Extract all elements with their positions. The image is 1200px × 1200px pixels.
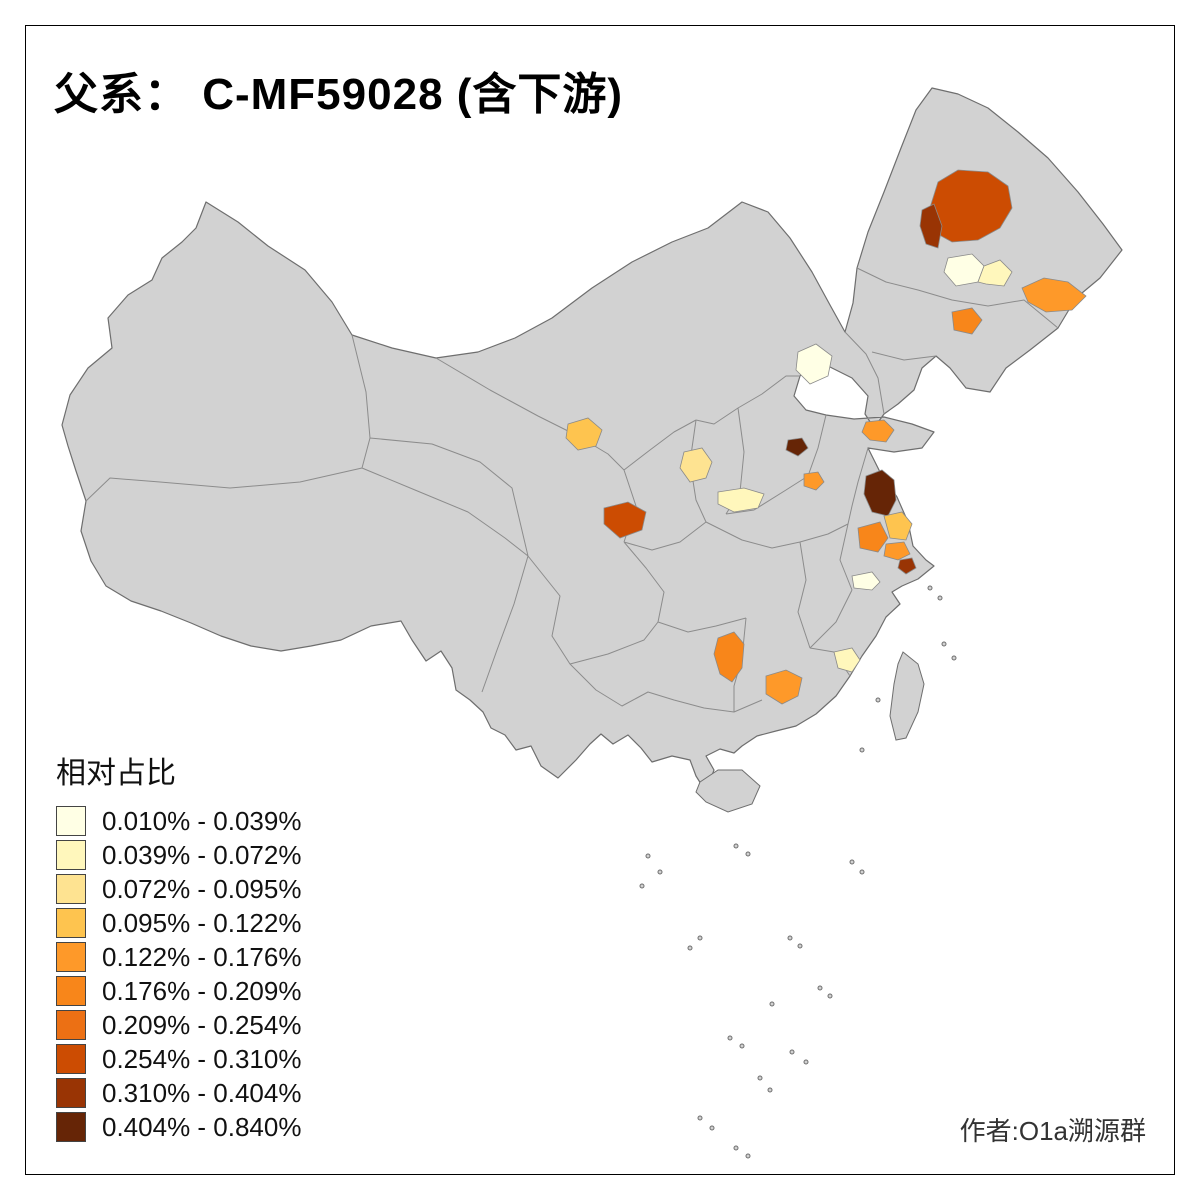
legend-row: 0.010% - 0.039% <box>56 806 301 836</box>
region-patch <box>765 669 803 705</box>
legend-label: 0.072% - 0.095% <box>102 873 302 904</box>
map-title: 父系： C-MF59028 (含下游) <box>54 70 624 119</box>
region-patch <box>883 541 911 561</box>
legend-label: 0.404% - 0.840% <box>102 1111 302 1142</box>
region-patch <box>927 169 1013 243</box>
legend-row: 0.039% - 0.072% <box>56 840 301 870</box>
region-patch <box>717 487 765 513</box>
legend-swatch <box>56 942 86 972</box>
legend-row: 0.310% - 0.404% <box>56 1078 301 1108</box>
region-patch <box>951 307 983 335</box>
legend-swatch <box>56 908 86 938</box>
legend-row: 0.095% - 0.122% <box>56 908 301 938</box>
legend-items: 0.010% - 0.039% 0.039% - 0.072% 0.072% - 0… <box>56 806 301 1142</box>
legend-swatch <box>56 806 86 836</box>
region-patch <box>919 203 943 249</box>
region-patch <box>565 417 603 451</box>
legend-row: 0.404% - 0.840% <box>56 1112 301 1142</box>
region-patch <box>803 471 825 491</box>
small-islands <box>639 585 957 1159</box>
legend-label: 0.039% - 0.072% <box>102 839 302 870</box>
region-patch <box>713 631 745 683</box>
legend-swatch <box>56 1010 86 1040</box>
legend-swatch <box>56 874 86 904</box>
legend-label: 0.010% - 0.039% <box>102 805 302 836</box>
region-patch <box>861 419 895 443</box>
islands <box>639 585 957 1159</box>
legend-swatch <box>56 1078 86 1108</box>
region-patch <box>897 557 917 575</box>
legend-label: 0.310% - 0.404% <box>102 1077 302 1108</box>
legend-swatch <box>56 1112 86 1142</box>
legend-row: 0.072% - 0.095% <box>56 874 301 904</box>
legend-label: 0.209% - 0.254% <box>102 1009 302 1040</box>
legend-row: 0.176% - 0.209% <box>56 976 301 1006</box>
region-patch <box>833 647 861 673</box>
legend-swatch <box>56 840 86 870</box>
attribution: 作者:O1a溯源群 <box>959 1116 1146 1146</box>
region-patch <box>851 571 881 591</box>
region-patch <box>1021 277 1087 313</box>
hainan-island <box>695 769 761 813</box>
legend-label: 0.122% - 0.176% <box>102 941 302 972</box>
legend: 相对占比 0.010% - 0.039% 0.039% - 0.072% 0.072… <box>56 748 301 1146</box>
legend-swatch <box>56 1044 86 1074</box>
legend-row: 0.122% - 0.176% <box>56 942 301 972</box>
region-patch <box>863 469 897 517</box>
legend-title: 相对占比 <box>56 757 176 790</box>
region-patch <box>603 501 647 539</box>
region-patch <box>785 437 809 457</box>
region-patch <box>795 343 833 385</box>
legend-swatch <box>56 976 86 1006</box>
taiwan-island <box>889 651 925 741</box>
legend-row: 0.254% - 0.310% <box>56 1044 301 1074</box>
highlighted-regions <box>565 169 1087 705</box>
region-patch <box>977 259 1013 287</box>
map-frame <box>25 25 1175 1175</box>
legend-label: 0.095% - 0.122% <box>102 907 302 938</box>
legend-label: 0.176% - 0.209% <box>102 975 302 1006</box>
legend-label: 0.254% - 0.310% <box>102 1043 302 1074</box>
region-patch <box>857 521 889 553</box>
region-patch <box>679 447 713 483</box>
region-patch <box>883 511 913 541</box>
legend-row: 0.209% - 0.254% <box>56 1010 301 1040</box>
